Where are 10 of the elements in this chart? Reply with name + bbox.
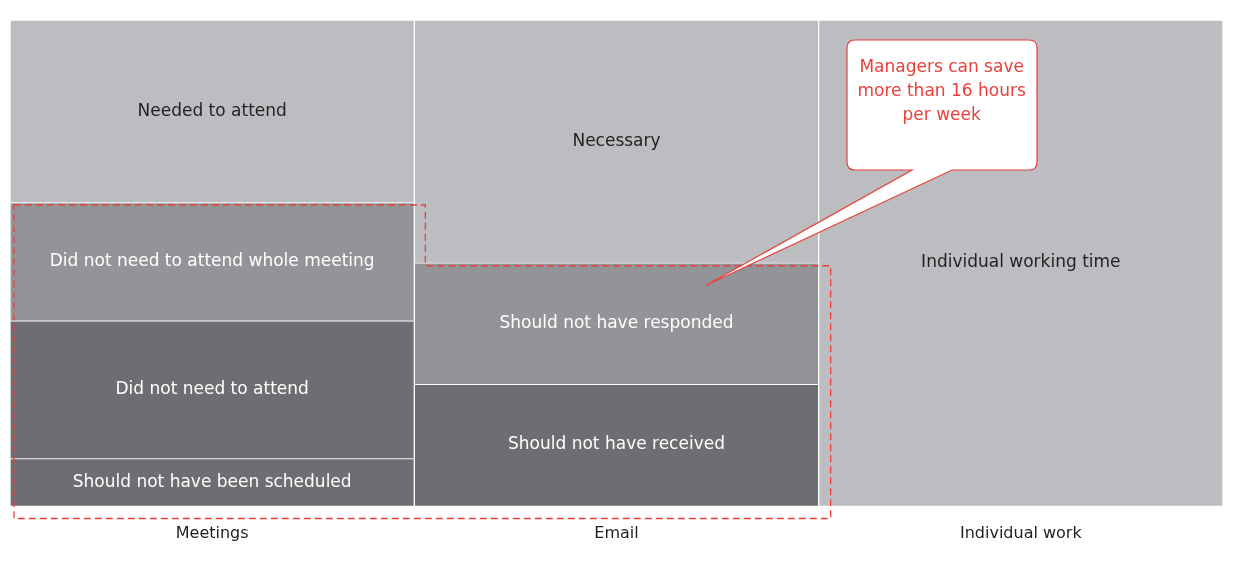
series-label: Should not have responded bbox=[499, 312, 734, 333]
series-label: Did not need to attend bbox=[115, 378, 309, 399]
x-tick-label: Individual work bbox=[959, 522, 1083, 542]
x-tick-label: Meetings bbox=[175, 522, 249, 542]
series-label: Should not have been scheduled bbox=[72, 470, 352, 491]
series-label: Should not have received bbox=[508, 433, 725, 454]
series-label: Necessary bbox=[572, 129, 661, 150]
series-label: Did not need to attend whole meeting bbox=[49, 250, 375, 271]
series-label: Needed to attend bbox=[137, 99, 287, 120]
x-tick-label: Email bbox=[594, 522, 639, 542]
